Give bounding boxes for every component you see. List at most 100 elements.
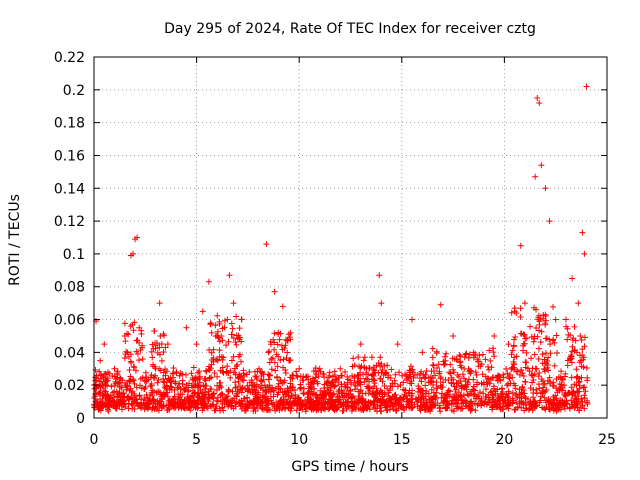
data-point bbox=[297, 385, 304, 392]
data-point bbox=[548, 400, 555, 407]
data-point bbox=[208, 329, 215, 336]
data-point bbox=[179, 371, 186, 378]
data-point bbox=[461, 365, 468, 372]
data-point bbox=[253, 395, 260, 402]
data-point bbox=[577, 333, 584, 340]
data-point bbox=[307, 391, 314, 398]
data-point bbox=[274, 341, 281, 348]
data-point bbox=[202, 367, 209, 374]
data-point bbox=[409, 404, 416, 411]
data-point bbox=[179, 391, 186, 398]
data-point bbox=[131, 392, 138, 399]
data-point bbox=[522, 359, 529, 366]
data-point bbox=[471, 387, 478, 394]
data-point bbox=[266, 359, 273, 366]
data-point bbox=[443, 404, 450, 411]
data-point bbox=[277, 386, 284, 393]
data-point bbox=[223, 342, 230, 349]
data-point bbox=[280, 379, 287, 386]
data-point bbox=[511, 336, 518, 343]
data-point bbox=[156, 300, 163, 307]
data-point bbox=[527, 385, 534, 392]
data-point bbox=[96, 368, 103, 375]
data-point bbox=[385, 393, 392, 400]
data-point bbox=[384, 385, 391, 392]
data-point bbox=[391, 380, 398, 387]
data-point bbox=[246, 402, 253, 409]
data-point bbox=[99, 373, 106, 380]
data-point bbox=[487, 357, 494, 364]
data-point bbox=[160, 403, 167, 410]
data-point bbox=[214, 328, 221, 335]
data-point bbox=[126, 395, 133, 402]
data-point bbox=[195, 404, 202, 411]
data-point bbox=[452, 390, 459, 397]
data-point bbox=[144, 405, 151, 412]
data-point bbox=[294, 399, 301, 406]
data-point bbox=[473, 381, 480, 388]
data-point bbox=[246, 385, 253, 392]
data-point bbox=[109, 389, 116, 396]
data-point bbox=[196, 373, 203, 380]
data-point bbox=[161, 332, 168, 339]
data-point bbox=[539, 390, 546, 397]
data-point bbox=[161, 393, 168, 400]
data-point bbox=[134, 337, 141, 344]
data-point bbox=[459, 371, 466, 378]
x-tick-label: 5 bbox=[192, 432, 201, 448]
data-point bbox=[439, 383, 446, 390]
data-point bbox=[348, 407, 355, 414]
data-point bbox=[513, 391, 520, 398]
y-tick-label: 0.06 bbox=[54, 313, 85, 329]
data-point bbox=[423, 367, 430, 374]
data-point bbox=[257, 384, 264, 391]
data-point bbox=[108, 383, 115, 390]
data-point bbox=[266, 372, 273, 379]
data-point bbox=[554, 349, 561, 356]
data-point bbox=[233, 384, 240, 391]
data-point bbox=[520, 372, 527, 379]
data-point bbox=[325, 386, 332, 393]
data-point bbox=[450, 380, 457, 387]
data-point bbox=[168, 401, 175, 408]
data-point bbox=[126, 378, 133, 385]
data-point bbox=[398, 401, 405, 408]
data-point bbox=[133, 384, 140, 391]
data-point bbox=[185, 384, 192, 391]
data-point bbox=[222, 396, 229, 403]
data-point bbox=[407, 396, 414, 403]
data-point bbox=[282, 366, 289, 373]
data-point bbox=[221, 324, 228, 331]
data-point bbox=[149, 392, 156, 399]
data-point bbox=[375, 360, 382, 367]
data-point bbox=[154, 342, 161, 349]
data-point bbox=[168, 377, 175, 384]
data-point bbox=[564, 336, 571, 343]
data-point bbox=[219, 396, 226, 403]
y-tick-label: 0.12 bbox=[54, 214, 85, 230]
data-point bbox=[346, 386, 353, 393]
data-point bbox=[228, 320, 235, 327]
y-tick-label: 0.14 bbox=[54, 181, 85, 197]
data-point bbox=[240, 395, 247, 402]
data-point bbox=[240, 370, 247, 377]
data-point bbox=[295, 395, 302, 402]
x-axis-label: GPS time / hours bbox=[291, 459, 408, 475]
data-point bbox=[186, 380, 193, 387]
data-point bbox=[115, 380, 122, 387]
data-point bbox=[216, 338, 223, 345]
data-point bbox=[271, 339, 278, 346]
data-point bbox=[420, 387, 427, 394]
data-point bbox=[533, 324, 540, 331]
data-point bbox=[342, 369, 349, 376]
data-point bbox=[553, 332, 560, 339]
data-point bbox=[324, 399, 331, 406]
data-point bbox=[360, 357, 367, 364]
data-point bbox=[511, 366, 518, 373]
data-point bbox=[407, 373, 414, 380]
data-point bbox=[163, 383, 170, 390]
data-point bbox=[164, 341, 171, 348]
data-point bbox=[133, 348, 140, 355]
data-point bbox=[297, 398, 304, 405]
data-point bbox=[381, 391, 388, 398]
